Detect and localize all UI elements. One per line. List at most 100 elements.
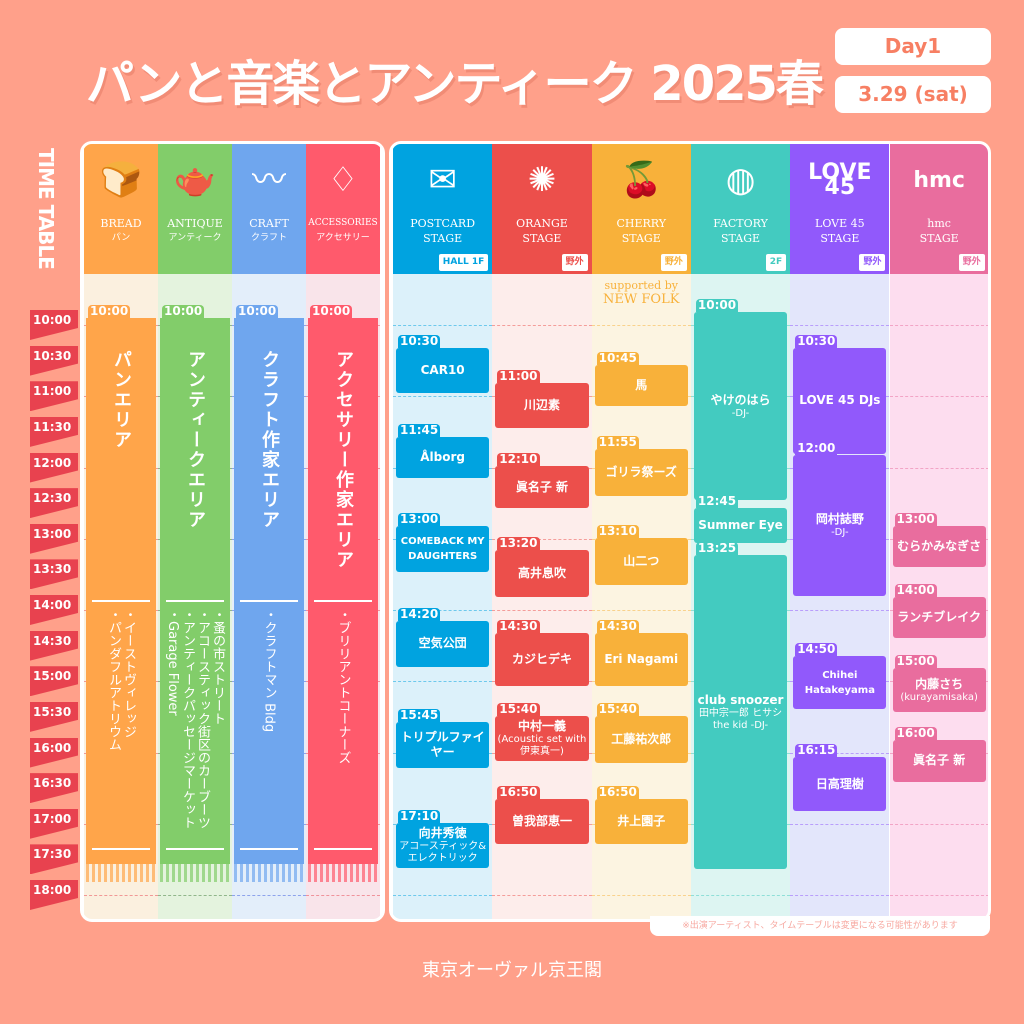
performer-name: LOVE 45 DJs — [799, 393, 881, 408]
performance-slot[interactable]: 15:00 内藤さち (kurayamisaka) — [892, 655, 986, 713]
performance-slot[interactable]: 15:40 工藤祐次郎 — [594, 702, 688, 763]
slot-time: 10:00 — [695, 298, 739, 312]
shop-items: ・イーストヴィレッジ ・パンダフルアトリウム — [106, 602, 136, 848]
performance-slot[interactable]: 14:00 ランチブレイク — [892, 584, 986, 638]
performance-slot[interactable]: 16:00 眞名子 新 — [892, 726, 986, 782]
start-time: 10:00 — [162, 304, 205, 318]
performance-slot[interactable]: 16:50 井上園子 — [594, 785, 688, 844]
time-tick: 11:00 — [30, 381, 78, 412]
shop-list: ・ブリリアントコーナーズ — [314, 600, 372, 850]
area-block[interactable]: 10:00 クラフト作家エリア ・クラフトマン Bldg — [234, 305, 304, 865]
hour-gridline — [889, 467, 988, 469]
performance-slot[interactable]: 11:00 川辺素 — [495, 370, 589, 429]
craft-icon: 〰 — [252, 159, 286, 200]
area-block[interactable]: 10:00 アンティークエリア・蚤の市ストリート ・アコースティック街区のカーブーツ… — [160, 305, 230, 865]
earrings-icon: ♢ — [327, 159, 359, 200]
performer-note: -DJ- — [731, 407, 750, 419]
performance-slot[interactable]: 12:00 岡村誌野 -DJ- — [793, 441, 887, 596]
venue-name: 東京オーヴァル京王閣 — [422, 960, 602, 981]
performance-slot[interactable]: 14:30 Eri Nagami — [594, 619, 688, 686]
stage-name: FACTORY — [713, 217, 768, 230]
stage-header: ✺ ORANGE STAGE 野外 — [492, 144, 592, 274]
slot-time: 13:00 — [894, 511, 937, 526]
slot-time: 13:20 — [497, 535, 540, 550]
performance-slot[interactable]: 17:10 向井秀徳 アコースティック&エレクトリック — [396, 809, 490, 868]
time-tick: 11:30 — [30, 416, 78, 447]
slot-time: 13:00 — [398, 511, 441, 526]
slot-time: 11:00 — [497, 369, 540, 384]
performer-name: 山二つ — [623, 553, 660, 568]
areas-panel: 🍞 BREAD パン 10:00 パンエリア ・イーストヴィレッジ ・パンダフルアトリウム 🫖… — [80, 141, 385, 922]
hour-gridline — [393, 325, 493, 326]
area-column-craft: 〰 CRAFT クラフト 10:00 クラフト作家エリア ・クラフトマン Bldg — [232, 144, 306, 919]
shop-item[interactable]: ・パンダフルアトリウム — [106, 608, 121, 751]
performer-name: CAR10 — [420, 362, 465, 377]
performance-slot[interactable]: 13:00 COMEBACK MY DAUGHTERS — [396, 512, 490, 572]
shop-item[interactable]: ・クラフトマン Bldg — [261, 608, 277, 733]
shop-item[interactable]: ・アンティークパッセージマーケット — [180, 608, 195, 829]
sponsor: supported by NEW FOLK — [592, 279, 691, 307]
time-tick: 15:00 — [30, 666, 78, 697]
hour-gridline — [393, 681, 493, 683]
performer-name: トリプルファイヤー — [400, 729, 485, 759]
performance-slot[interactable]: 10:45 馬 — [594, 352, 688, 407]
area-column-bread: 🍞 BREAD パン 10:00 パンエリア ・イーストヴィレッジ ・パンダフルアトリウム — [84, 144, 158, 919]
time-tick: 14:30 — [30, 630, 78, 661]
supported-by: supported by — [604, 279, 678, 292]
slot-time: 12:10 — [497, 452, 540, 467]
teapot-icon: 🫖 — [173, 159, 217, 200]
slot-time: 15:40 — [497, 701, 540, 716]
slot-time: 11:45 — [398, 422, 441, 437]
hour-gridline — [158, 895, 232, 896]
performance-slot[interactable]: 10:00 やけのはら -DJ- — [693, 299, 788, 500]
shop-item[interactable]: ・アコースティック街区のカーブーツ — [195, 608, 210, 829]
time-tick: 17:00 — [30, 808, 78, 839]
performance-slot[interactable]: 14:20 空気公団 — [396, 607, 490, 667]
stage-location-badge: 野外 — [859, 254, 886, 271]
performance-slot[interactable]: 16:15 日高理樹 — [793, 744, 887, 812]
slot-time: 10:30 — [398, 333, 441, 348]
shop-item[interactable]: ・Garage Flower — [165, 608, 180, 716]
performer-name: 川辺素 — [523, 398, 560, 413]
stage-header: ◍ FACTORY STAGE 2F — [690, 144, 791, 274]
performance-slot[interactable]: 14:30 カジヒデキ — [495, 619, 589, 686]
sponsor-name: NEW FOLK — [603, 292, 680, 307]
hour-gridline — [889, 325, 988, 326]
performance-slot[interactable]: 10:30 CAR10 — [396, 334, 490, 393]
performance-slot[interactable]: 12:45 Summer Eye — [693, 494, 788, 543]
area-block[interactable]: 10:00 アクセサリー作家エリア ・ブリリアントコーナーズ — [308, 305, 378, 865]
performance-slot[interactable]: 12:10 眞名子 新 — [495, 453, 589, 509]
performance-slot[interactable]: 10:30 LOVE 45 DJs — [793, 334, 887, 454]
performance-slot[interactable]: 14:50 Chihei Hatakeyama — [793, 643, 887, 710]
performer-name: 工藤祐次郎 — [611, 731, 672, 746]
stage-sub: STAGE — [820, 232, 860, 245]
stage-name: LOVE 45 — [815, 217, 865, 230]
performance-slot[interactable]: 11:45 Ålborg — [396, 423, 490, 478]
shop-item[interactable]: ・蚤の市ストリート — [210, 608, 225, 725]
performer-name: 向井秀徳 — [418, 825, 467, 840]
area-name: アクセサリー作家エリア — [333, 350, 354, 570]
area-block[interactable]: 10:00 パンエリア ・イーストヴィレッジ ・パンダフルアトリウム — [86, 305, 156, 865]
performance-slot[interactable]: 15:45 トリプルファイヤー — [396, 708, 490, 768]
area-name: アンティークエリア — [185, 350, 206, 530]
stage-column-cherry: 🍒 CHERRY STAGE 野外 supported by NEW FOLK 10:45 馬… — [591, 144, 691, 919]
area-name: パンエリア — [111, 350, 132, 450]
stage-header: LOVE 45 LOVE 45 STAGE 野外 — [790, 144, 890, 274]
performance-slot[interactable]: 13:20 高井息吹 — [495, 536, 589, 597]
performance-slot[interactable]: 13:00 むらかみなぎさ — [892, 512, 986, 567]
stage-name: POSTCARD — [410, 217, 476, 230]
area-name-jp: アンティーク — [168, 233, 222, 243]
performance-slot[interactable]: 11:55 ゴリラ祭ーズ — [594, 435, 688, 496]
time-tick: 15:30 — [30, 701, 78, 732]
stage-column-hmc: hmc hmc STAGE 野外 13:00 むらかみなぎさ 14:00 ランチブレイク 15:… — [889, 144, 988, 919]
performance-slot[interactable]: 16:50 曽我部恵一 — [495, 785, 589, 844]
shop-item[interactable]: ・ブリリアントコーナーズ — [335, 608, 351, 764]
performance-slot[interactable]: 13:25 club snoozer 田中宗一郎 ヒサシ the kid -DJ- — [693, 542, 788, 870]
disclaimer-note: ※出演アーティスト、タイムテーブルは変更になる可能性があります — [650, 916, 990, 936]
shop-item[interactable]: ・イーストヴィレッジ — [121, 608, 136, 738]
time-tick: 18:00 — [30, 880, 78, 910]
slot-time: 12:45 — [695, 493, 739, 508]
area-name-jp: パン — [111, 233, 131, 243]
performance-slot[interactable]: 13:10 山二つ — [594, 524, 688, 585]
performance-slot[interactable]: 15:40 中村一義 (Acoustic set with 伊東真一) — [495, 702, 589, 761]
